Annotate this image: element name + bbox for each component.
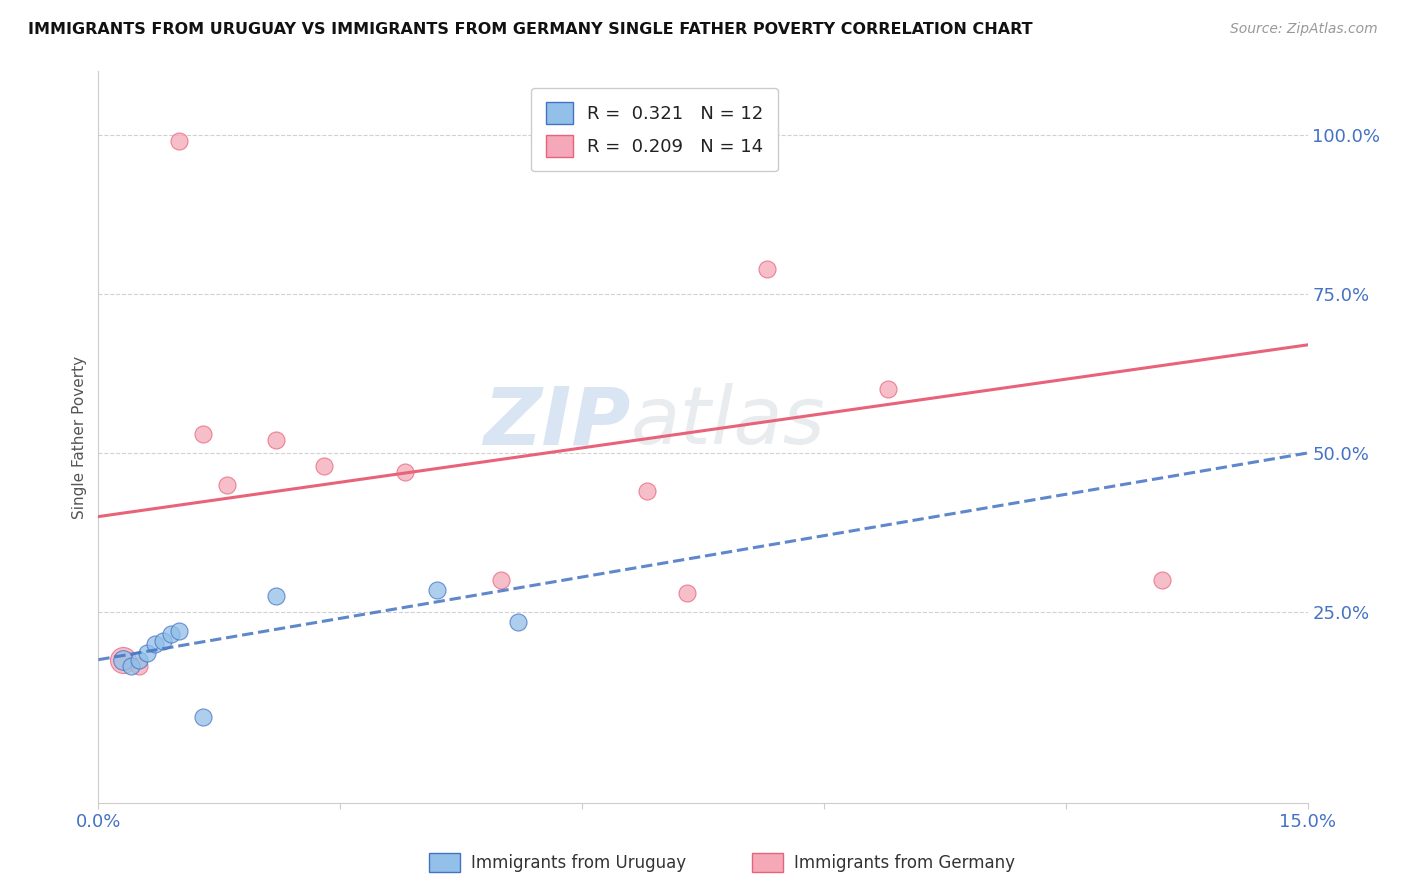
- Point: [128, 659, 150, 673]
- Point: [264, 589, 287, 603]
- Text: IMMIGRANTS FROM URUGUAY VS IMMIGRANTS FROM GERMANY SINGLE FATHER POVERTY CORRELA: IMMIGRANTS FROM URUGUAY VS IMMIGRANTS FR…: [28, 22, 1033, 37]
- Point: [152, 633, 174, 648]
- Point: [193, 426, 215, 441]
- Point: [877, 383, 900, 397]
- Point: [1152, 573, 1174, 587]
- Point: [491, 573, 513, 587]
- Point: [756, 261, 779, 276]
- Point: [160, 627, 183, 641]
- Text: ZIP: ZIP: [484, 384, 630, 461]
- Point: [143, 637, 166, 651]
- Point: [217, 477, 239, 491]
- Point: [128, 653, 150, 667]
- Legend: R =  0.321   N = 12, R =  0.209   N = 14: R = 0.321 N = 12, R = 0.209 N = 14: [531, 87, 778, 171]
- Point: [506, 615, 529, 629]
- Point: [394, 465, 416, 479]
- Point: [111, 653, 134, 667]
- Point: [135, 646, 157, 660]
- Point: [264, 434, 287, 448]
- Point: [111, 653, 134, 667]
- Point: [167, 624, 190, 638]
- Text: Immigrants from Uruguay: Immigrants from Uruguay: [471, 854, 686, 871]
- Point: [676, 586, 699, 600]
- Point: [120, 659, 142, 673]
- Point: [167, 134, 190, 148]
- Y-axis label: Single Father Poverty: Single Father Poverty: [72, 356, 87, 518]
- Point: [426, 582, 449, 597]
- Point: [314, 458, 336, 473]
- Text: Immigrants from Germany: Immigrants from Germany: [794, 854, 1015, 871]
- Point: [193, 710, 215, 724]
- Text: Source: ZipAtlas.com: Source: ZipAtlas.com: [1230, 22, 1378, 37]
- Point: [636, 484, 658, 499]
- Text: atlas: atlas: [630, 384, 825, 461]
